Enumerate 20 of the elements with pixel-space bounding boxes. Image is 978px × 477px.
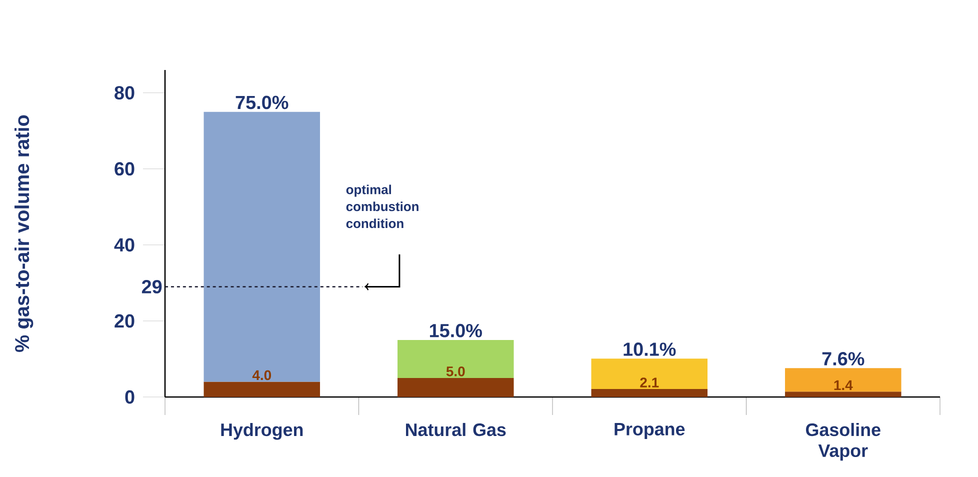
ref-line-label: 29 bbox=[142, 280, 162, 294]
y-axis-title: % gas-to-air volume ratio bbox=[14, 115, 34, 352]
x-tick-label: Gasoline Vapor bbox=[806, 422, 880, 461]
data-label: 1.4 bbox=[834, 380, 853, 390]
x-tick-label: Propane bbox=[614, 422, 685, 440]
data-label: 2.1 bbox=[640, 378, 659, 388]
annotation: optimal combustion condition bbox=[346, 184, 418, 228]
x-tick-label: Natural Gas bbox=[406, 422, 506, 436]
total-label: 7.6% bbox=[822, 352, 864, 366]
data-label: 5.0 bbox=[446, 366, 465, 376]
y-tick-label: 40 bbox=[114, 238, 134, 252]
total-label: 75.0% bbox=[236, 96, 288, 110]
data-label: 4.0 bbox=[252, 370, 272, 380]
x-tick-label: Hydrogen bbox=[221, 422, 303, 440]
y-tick-label: 60 bbox=[114, 162, 134, 176]
total-label: 10.1% bbox=[624, 342, 676, 356]
y-tick-label: 0 bbox=[125, 390, 134, 404]
total-label: 15.0% bbox=[430, 324, 482, 338]
y-tick-label: 20 bbox=[114, 314, 134, 328]
y-tick-label: 80 bbox=[114, 86, 134, 100]
